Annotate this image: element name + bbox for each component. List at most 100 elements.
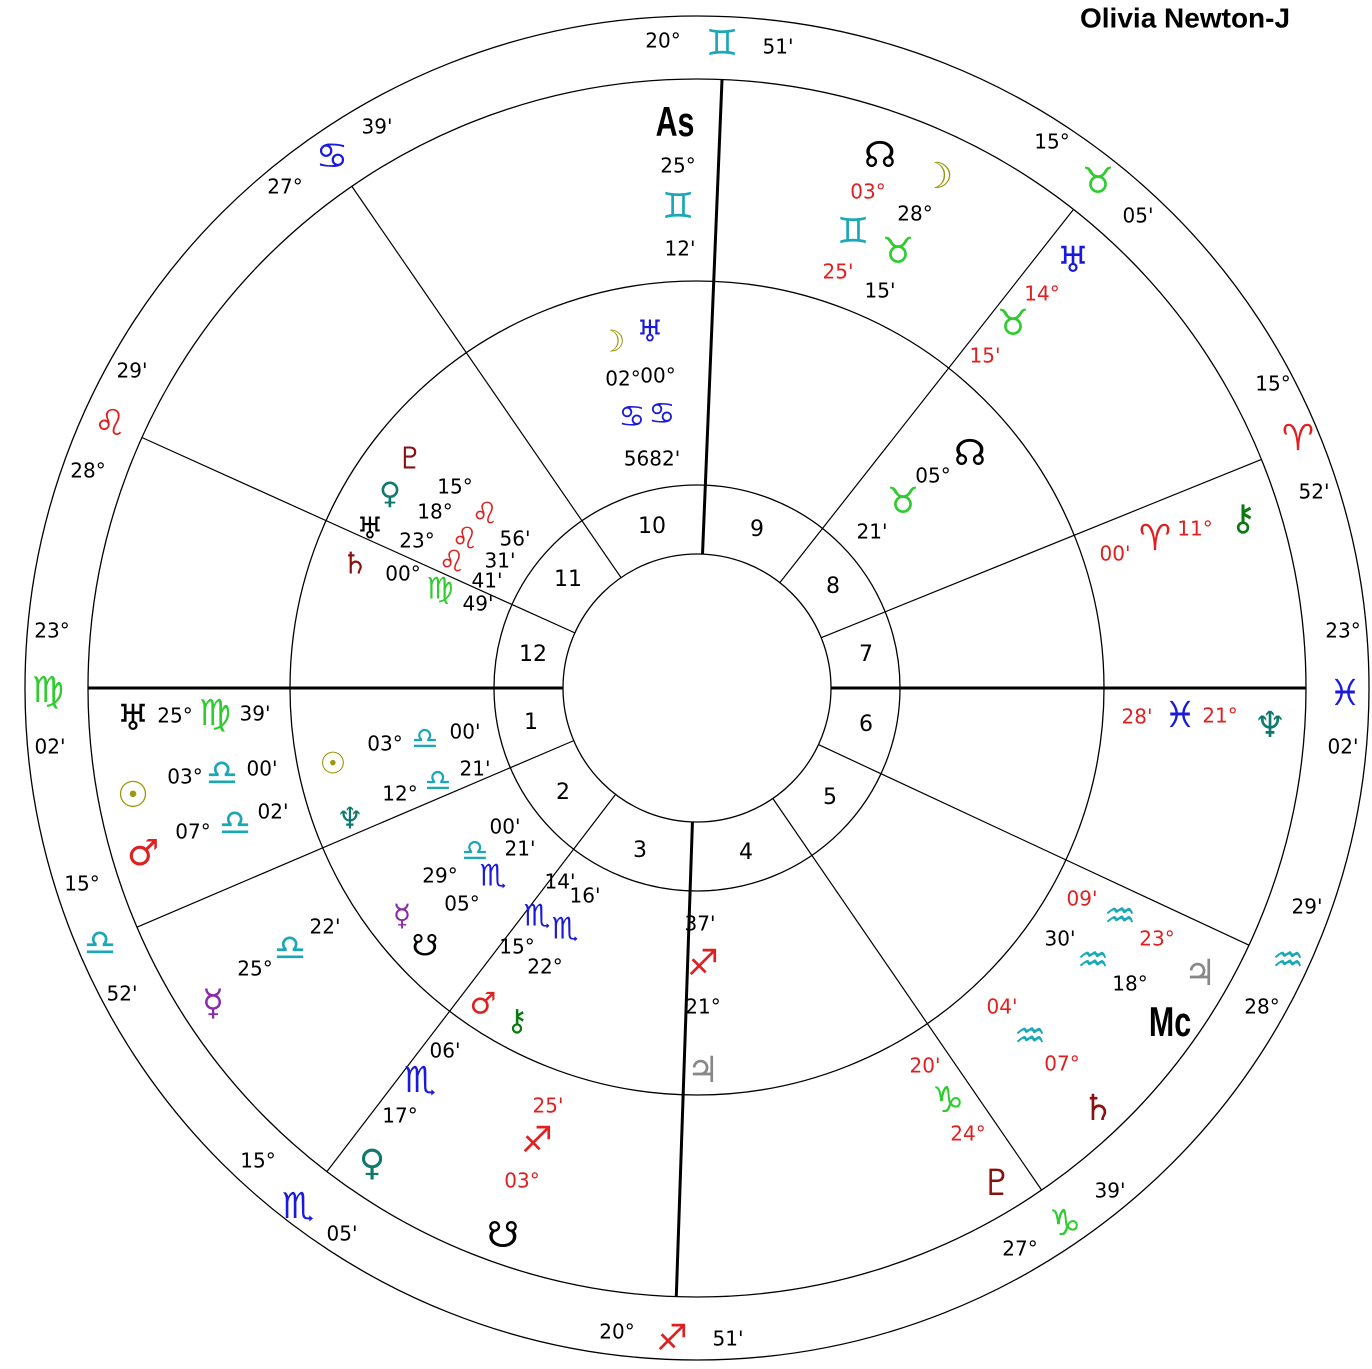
glyph: ♅	[637, 315, 664, 350]
degree-label: 23°	[1325, 619, 1360, 643]
house-number: 8	[826, 574, 840, 599]
degree-label: 12'	[665, 237, 696, 261]
glyph: ♉	[887, 481, 919, 522]
degree-label: 52'	[107, 982, 138, 1006]
glyph: ♑	[1049, 1203, 1081, 1244]
degree-label: 21°	[1202, 704, 1237, 728]
glyph: ♏	[480, 859, 507, 894]
degree-label: 02'	[35, 735, 66, 759]
glyph: ☉	[117, 775, 149, 816]
degree-label: 29'	[1292, 895, 1323, 919]
degree-label: 28°	[1244, 995, 1279, 1019]
degree-label: 05'	[327, 1222, 358, 1246]
glyph: ♄	[1082, 1088, 1114, 1129]
degree-label: 15°	[64, 872, 99, 896]
degree-label: 07°	[175, 820, 210, 844]
degree-label: 15°	[1255, 372, 1290, 396]
glyph: ♊	[662, 186, 694, 227]
glyph: ♍	[199, 693, 231, 734]
house-number: 1	[524, 710, 538, 735]
degree-label: 20'	[910, 1054, 941, 1078]
degree-label: 02°	[605, 367, 640, 391]
glyph: ♃	[1184, 953, 1216, 994]
degree-label: 20°	[645, 29, 680, 53]
degree-label: 25'	[823, 260, 854, 284]
house-cusp	[779, 208, 1074, 584]
degree-label: 02'	[1328, 735, 1359, 759]
degree-label: 15'	[970, 344, 1001, 368]
degree-label: 24°	[950, 1122, 985, 1146]
degree-label: 00'	[1100, 542, 1131, 566]
glyph: ♋	[649, 397, 676, 432]
degree-label: 27°	[1002, 1237, 1037, 1261]
degree-label: 51'	[713, 1327, 744, 1351]
degree-label: 22'	[310, 915, 341, 939]
house-cusp	[818, 744, 1250, 946]
glyph: ♎	[412, 722, 439, 757]
degree-label: 20°	[599, 1320, 634, 1344]
glyph: ♓	[1164, 695, 1196, 736]
glyph: ♆	[1254, 705, 1286, 746]
glyph: ☽	[599, 325, 626, 360]
degree-label: 15'	[865, 279, 896, 303]
degree-label: 25°	[237, 957, 272, 981]
degree-label: 18°	[417, 500, 452, 524]
degree-label: 39'	[240, 702, 271, 726]
degree-label: 15°	[1034, 130, 1069, 154]
glyph: ♒	[1272, 940, 1304, 981]
house-cusp	[141, 436, 576, 634]
outer-ring	[24, 15, 1370, 1361]
glyph: ♉	[1082, 161, 1114, 202]
glyph: ♌	[94, 403, 126, 444]
house-cusp	[326, 794, 617, 1172]
degree-label: 28'	[1122, 705, 1153, 729]
house-number: 6	[859, 712, 873, 737]
degree-label: 29°	[422, 864, 457, 888]
degree-label: 03°	[167, 765, 202, 789]
degree-label: 25'	[533, 1094, 564, 1118]
glyph: ♓	[1329, 673, 1361, 714]
glyph: ♅	[357, 512, 384, 547]
degree-label: 41'	[472, 569, 503, 593]
degree-label: 06'	[430, 1039, 461, 1063]
glyph: ♌	[452, 522, 479, 557]
glyph: ♂	[127, 833, 159, 874]
degree-label: 39'	[1095, 1179, 1126, 1203]
glyph: ♐	[656, 1318, 688, 1359]
glyph: ♋	[619, 400, 646, 435]
degree-label: 21'	[460, 757, 491, 781]
degree-label: 16'	[570, 884, 601, 908]
house-number: 12	[519, 642, 547, 667]
house-cusp	[772, 798, 1043, 1191]
house-number: 9	[750, 517, 764, 542]
glyph: ♂	[470, 987, 497, 1022]
house-number: 11	[554, 567, 582, 592]
degree-label: 25°	[660, 154, 695, 178]
degree-label: 17°	[382, 1104, 417, 1128]
degree-label: 03°	[367, 732, 402, 756]
glyph: ♅	[1057, 240, 1089, 281]
glyph: ☊	[864, 135, 896, 176]
degree-label: 21'	[505, 837, 536, 861]
house-number: 10	[638, 514, 666, 539]
degree-label: 25°	[157, 704, 192, 728]
glyph: ☿	[202, 983, 224, 1024]
glyph: ♉	[882, 231, 914, 272]
glyph: ♒	[1077, 940, 1109, 981]
degree-label: 09'	[1067, 887, 1098, 911]
degree-label: 15°	[240, 1149, 275, 1173]
degree-label: 14'	[545, 870, 576, 894]
glyph: ☊	[954, 433, 986, 474]
degree-label: 22°	[527, 955, 562, 979]
degree-label: 03°	[504, 1169, 539, 1193]
glyph: Mc	[1149, 998, 1191, 1045]
glyph: ♒	[1104, 896, 1136, 937]
degree-label: 15°	[437, 475, 472, 499]
glyph: ♏	[282, 1186, 314, 1227]
degree-label: 51'	[763, 35, 794, 59]
degree-label: 18°	[1112, 972, 1147, 996]
glyph: ☋	[487, 1215, 519, 1256]
house-number: 3	[633, 838, 647, 863]
degree-label: 21'	[857, 520, 888, 544]
